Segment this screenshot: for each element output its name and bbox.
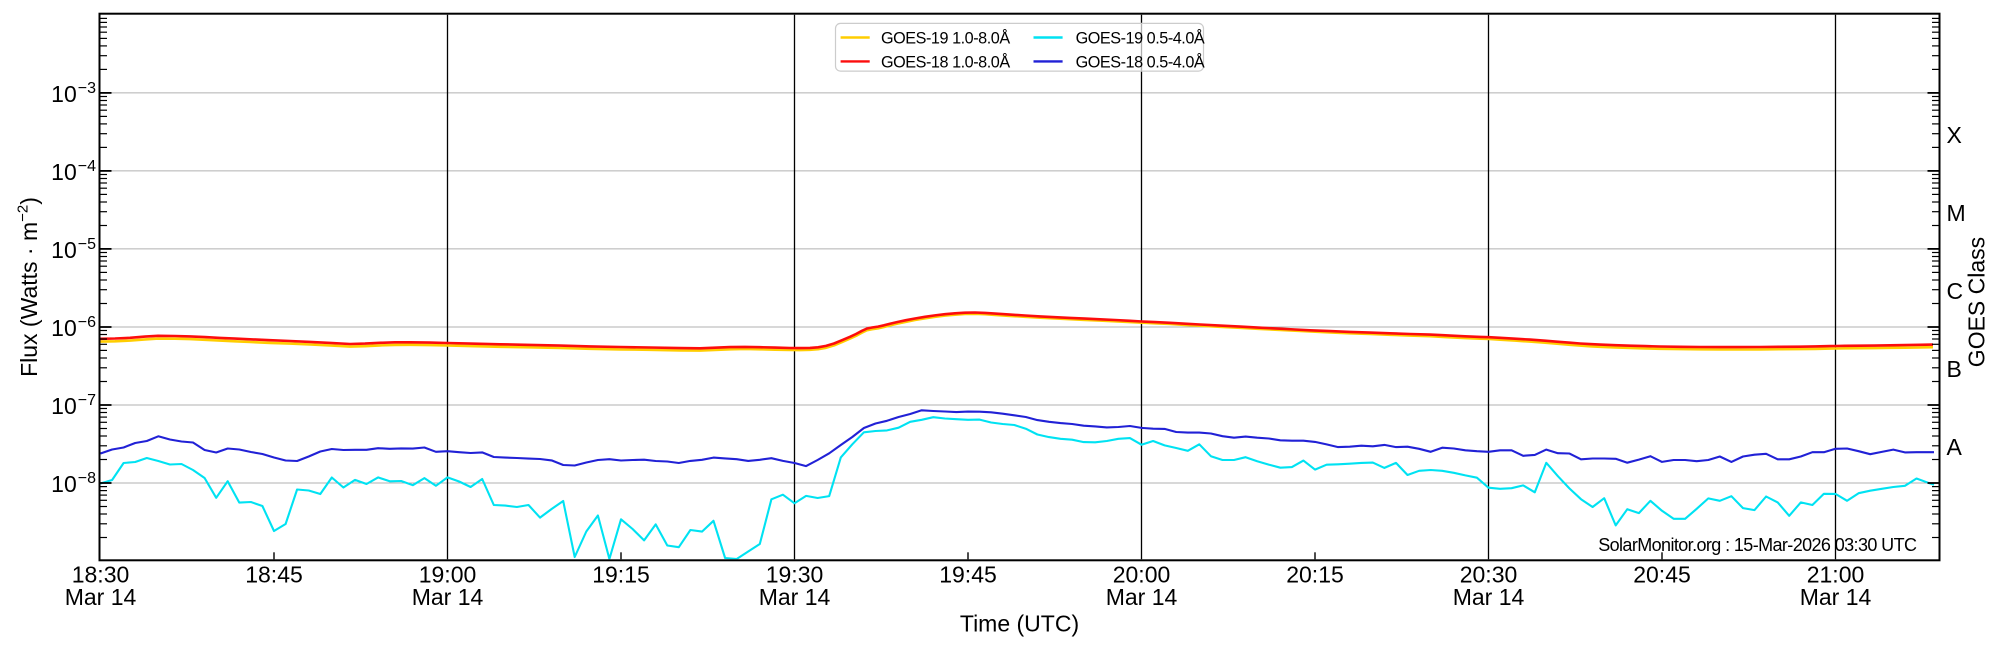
svg-text:X: X [1947,122,1962,148]
svg-text:Flux (Watts · m−2): Flux (Watts · m−2) [15,197,43,377]
svg-text:20:15: 20:15 [1286,561,1344,587]
svg-text:20:45: 20:45 [1633,561,1691,587]
svg-text:C: C [1947,278,1964,304]
svg-text:Mar 14: Mar 14 [1800,584,1872,610]
svg-text:Mar 14: Mar 14 [65,584,137,610]
svg-text:GOES-19 0.5-4.0Å: GOES-19 0.5-4.0Å [1076,29,1205,48]
svg-text:19:00: 19:00 [419,561,477,587]
svg-text:GOES-19 1.0-8.0Å: GOES-19 1.0-8.0Å [881,29,1010,48]
svg-text:20:30: 20:30 [1460,561,1518,587]
svg-text:19:15: 19:15 [592,561,650,587]
svg-text:20:00: 20:00 [1113,561,1171,587]
svg-text:GOES-18 1.0-8.0Å: GOES-18 1.0-8.0Å [881,53,1010,72]
svg-text:19:45: 19:45 [939,561,997,587]
svg-text:18:45: 18:45 [245,561,303,587]
svg-text:10−5: 10−5 [51,236,96,263]
svg-text:21:00: 21:00 [1807,561,1865,587]
svg-text:Mar 14: Mar 14 [759,584,831,610]
svg-text:Mar 14: Mar 14 [1106,584,1178,610]
svg-text:B: B [1947,356,1962,382]
svg-text:Mar 14: Mar 14 [412,584,484,610]
svg-text:SolarMonitor.org : 15-Mar-2026: SolarMonitor.org : 15-Mar-2026 03:30 UTC [1598,535,1917,555]
svg-text:Mar 14: Mar 14 [1453,584,1525,610]
svg-text:18:30: 18:30 [72,561,130,587]
svg-text:Time (UTC): Time (UTC) [960,610,1079,636]
svg-text:GOES-18 0.5-4.0Å: GOES-18 0.5-4.0Å [1076,53,1205,72]
svg-text:M: M [1947,200,1966,226]
svg-text:19:30: 19:30 [766,561,824,587]
svg-text:A: A [1947,434,1963,460]
svg-text:GOES Class: GOES Class [1964,237,1990,367]
